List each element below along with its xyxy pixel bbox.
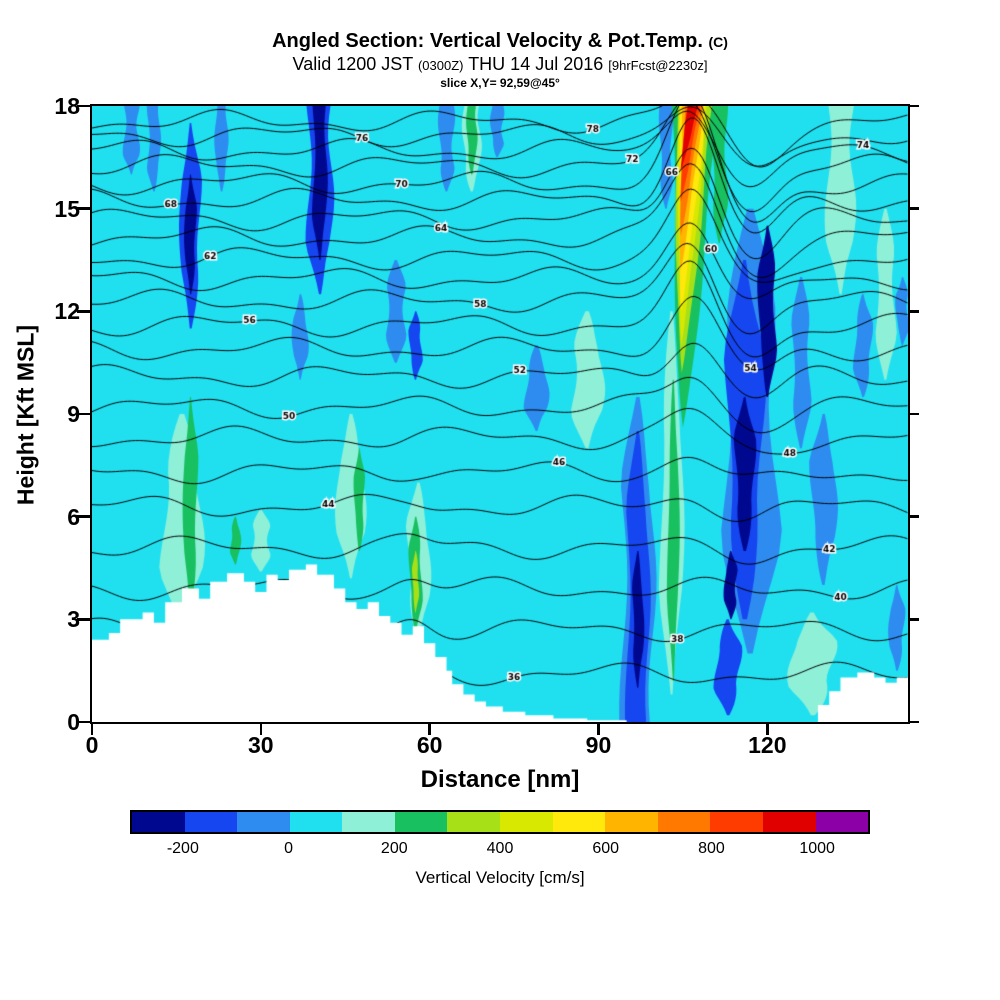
- colorbar-segment: [394, 812, 448, 832]
- y-tick-mark-right: [910, 104, 919, 108]
- colorbar-label: Vertical Velocity [cm/s]: [415, 868, 585, 887]
- colorbar-segment: [447, 812, 501, 832]
- y-tick-mark-left: [77, 515, 90, 518]
- y-tick-mark-right: [910, 720, 919, 724]
- slice-info: slice X,Y= 92,59@45°: [440, 76, 560, 90]
- colorbar-segment: [815, 812, 869, 832]
- x-axis-label: Distance [nm]: [420, 766, 580, 793]
- y-tick-label: 9: [67, 401, 80, 427]
- y-tick-mark-right: [910, 207, 919, 210]
- colorbar-segment: [289, 812, 343, 832]
- y-tick-label: 12: [54, 298, 80, 325]
- colorbar: [130, 810, 870, 834]
- colorbar-tick-label: 0: [284, 840, 294, 857]
- y-tick-mark-left: [77, 412, 90, 416]
- colorbar-segment: [237, 812, 290, 832]
- forecast-tag: [9hrFcst@2230z]: [608, 58, 708, 73]
- x-tick-label: 30: [248, 732, 274, 758]
- colorbar-segment: [132, 812, 185, 832]
- valid-date: THU 14 Jul 2016: [468, 54, 604, 74]
- x-tick-mark: [597, 724, 600, 735]
- valid-time-line: Valid 1200 JST (0300Z) THU 14 Jul 2016 […: [0, 54, 1000, 75]
- y-tick-mark-left: [77, 310, 90, 313]
- y-tick-mark-left: [77, 720, 90, 724]
- colorbar-tick-label: 800: [698, 840, 725, 857]
- colorbar-segment: [342, 812, 395, 832]
- y-tick-mark-left: [77, 104, 90, 108]
- x-tick-mark: [259, 724, 263, 735]
- y-tick-label: 3: [67, 606, 80, 633]
- y-tick-label: 15: [54, 195, 80, 222]
- y-tick-mark-right: [910, 310, 919, 313]
- chart-title-unit: (C): [708, 34, 728, 50]
- colorbar-tick-label: 600: [592, 840, 620, 857]
- x-tick-mark: [90, 724, 94, 735]
- plot-area: [90, 104, 910, 724]
- chart-title-text: Angled Section: Vertical Velocity & Pot.…: [272, 30, 703, 52]
- colorbar-segment: [605, 812, 658, 832]
- chart-title: Angled Section: Vertical Velocity & Pot.…: [0, 30, 1000, 53]
- x-tick-label: 60: [416, 732, 443, 758]
- y-tick-mark-left: [77, 618, 90, 621]
- y-tick-label: 0: [67, 709, 80, 735]
- colorbar-tick-label: 1000: [799, 840, 835, 857]
- y-tick-mark-right: [910, 412, 919, 416]
- colorbar-segment: [552, 812, 606, 832]
- y-tick-mark-right: [910, 618, 919, 621]
- y-tick-label: 18: [54, 93, 80, 119]
- colorbar-segment: [184, 812, 238, 832]
- y-tick-mark-right: [910, 515, 919, 518]
- colorbar-tick-label: 400: [486, 840, 514, 857]
- y-tick-label: 6: [67, 503, 80, 530]
- colorbar-segment: [710, 812, 763, 832]
- colorbar-segment: [657, 812, 711, 832]
- x-tick-mark: [766, 724, 769, 735]
- colorbar-tick-label: -200: [166, 840, 199, 857]
- valid-prefix: Valid 1200 JST: [292, 54, 413, 74]
- cross-section-canvas: [92, 106, 908, 722]
- colorbar-tick-label: 200: [380, 840, 408, 857]
- x-tick-mark: [428, 724, 431, 735]
- valid-zulu: (0300Z): [417, 58, 464, 73]
- y-tick-mark-left: [77, 207, 90, 210]
- x-tick-label: 120: [748, 732, 787, 758]
- colorbar-segment: [500, 812, 553, 832]
- x-tick-label: 90: [585, 732, 612, 758]
- colorbar-segment: [762, 812, 816, 832]
- x-tick-label: 0: [85, 732, 99, 758]
